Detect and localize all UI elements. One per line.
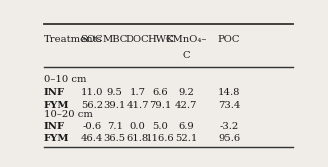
- Text: C: C: [182, 51, 190, 60]
- Text: -0.6: -0.6: [82, 122, 101, 131]
- Text: 1.7: 1.7: [130, 88, 146, 97]
- Text: FYM: FYM: [44, 101, 69, 110]
- Text: 52.1: 52.1: [175, 134, 197, 143]
- Text: 73.4: 73.4: [218, 101, 240, 110]
- Text: SOC: SOC: [81, 35, 103, 44]
- Text: 56.2: 56.2: [81, 101, 103, 110]
- Text: 11.0: 11.0: [81, 88, 103, 97]
- Text: FYM: FYM: [44, 134, 69, 143]
- Text: INF: INF: [44, 88, 65, 97]
- Text: -3.2: -3.2: [219, 122, 239, 131]
- Text: Treatments: Treatments: [44, 35, 102, 44]
- Text: 5.0: 5.0: [153, 122, 168, 131]
- Text: 95.6: 95.6: [218, 134, 240, 143]
- Text: 9.2: 9.2: [178, 88, 194, 97]
- Text: MBC: MBC: [102, 35, 127, 44]
- Text: 39.1: 39.1: [104, 101, 126, 110]
- Text: 116.6: 116.6: [146, 134, 175, 143]
- Text: 10–20 cm: 10–20 cm: [44, 110, 92, 119]
- Text: 0.0: 0.0: [130, 122, 146, 131]
- Text: 14.8: 14.8: [218, 88, 240, 97]
- Text: 9.5: 9.5: [107, 88, 123, 97]
- Text: DOC: DOC: [126, 35, 150, 44]
- Text: 79.1: 79.1: [149, 101, 172, 110]
- Text: KMnO₄–: KMnO₄–: [165, 35, 207, 44]
- Text: 46.4: 46.4: [81, 134, 103, 143]
- Text: 0–10 cm: 0–10 cm: [44, 75, 86, 84]
- Text: HWC: HWC: [147, 35, 174, 44]
- Text: POC: POC: [218, 35, 240, 44]
- Text: 6.6: 6.6: [153, 88, 168, 97]
- Text: 42.7: 42.7: [175, 101, 197, 110]
- Text: INF: INF: [44, 122, 65, 131]
- Text: 36.5: 36.5: [104, 134, 126, 143]
- Text: 6.9: 6.9: [178, 122, 194, 131]
- Text: 61.8: 61.8: [127, 134, 149, 143]
- Text: 41.7: 41.7: [126, 101, 149, 110]
- Text: 7.1: 7.1: [107, 122, 123, 131]
